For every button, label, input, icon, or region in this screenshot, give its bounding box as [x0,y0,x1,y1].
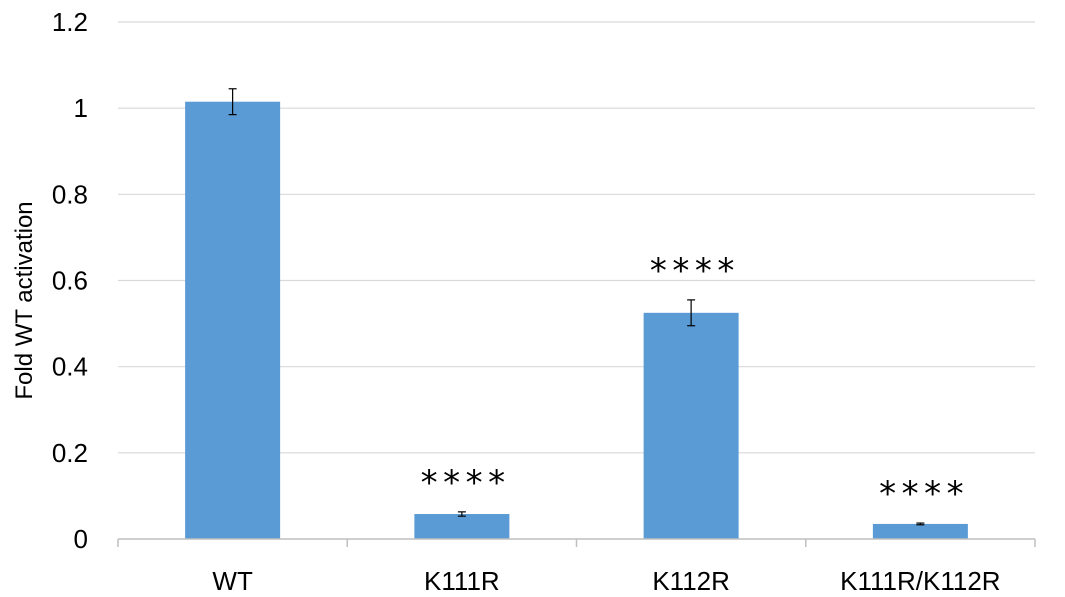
x-axis [117,538,1036,547]
bars [185,88,968,540]
x-tick-label: K111R/K112R [840,566,1000,596]
y-tick-label: 1 [74,93,88,123]
y-tick-label: 0.2 [52,438,88,468]
y-tick-label: 0.6 [52,266,88,296]
error-bar [916,522,925,526]
labels: 0 0.2 0.4 0.6 0.8 1 1.2 WT K111R **** K112R **** K11… [52,7,1001,596]
x-tick-label: K111R [424,566,500,596]
y-tick-label: 0.8 [52,179,88,209]
x-tick-label: WT [212,566,253,596]
y-axis-title: Fold WT activation [11,201,38,399]
significance-label: **** [877,474,967,514]
y-tick-label: 0.4 [52,352,88,382]
significance-label: **** [648,251,738,291]
y-tick-label: 0 [74,524,88,554]
error-bar [687,299,696,327]
error-bar [457,511,466,517]
bar [414,514,510,539]
x-tick-label: K112R [652,566,730,596]
error-bar [228,88,237,116]
bar [872,523,968,539]
significance-label: **** [419,463,509,503]
bar [185,101,281,540]
bar [643,312,739,539]
y-tick-label: 1.2 [52,7,88,37]
